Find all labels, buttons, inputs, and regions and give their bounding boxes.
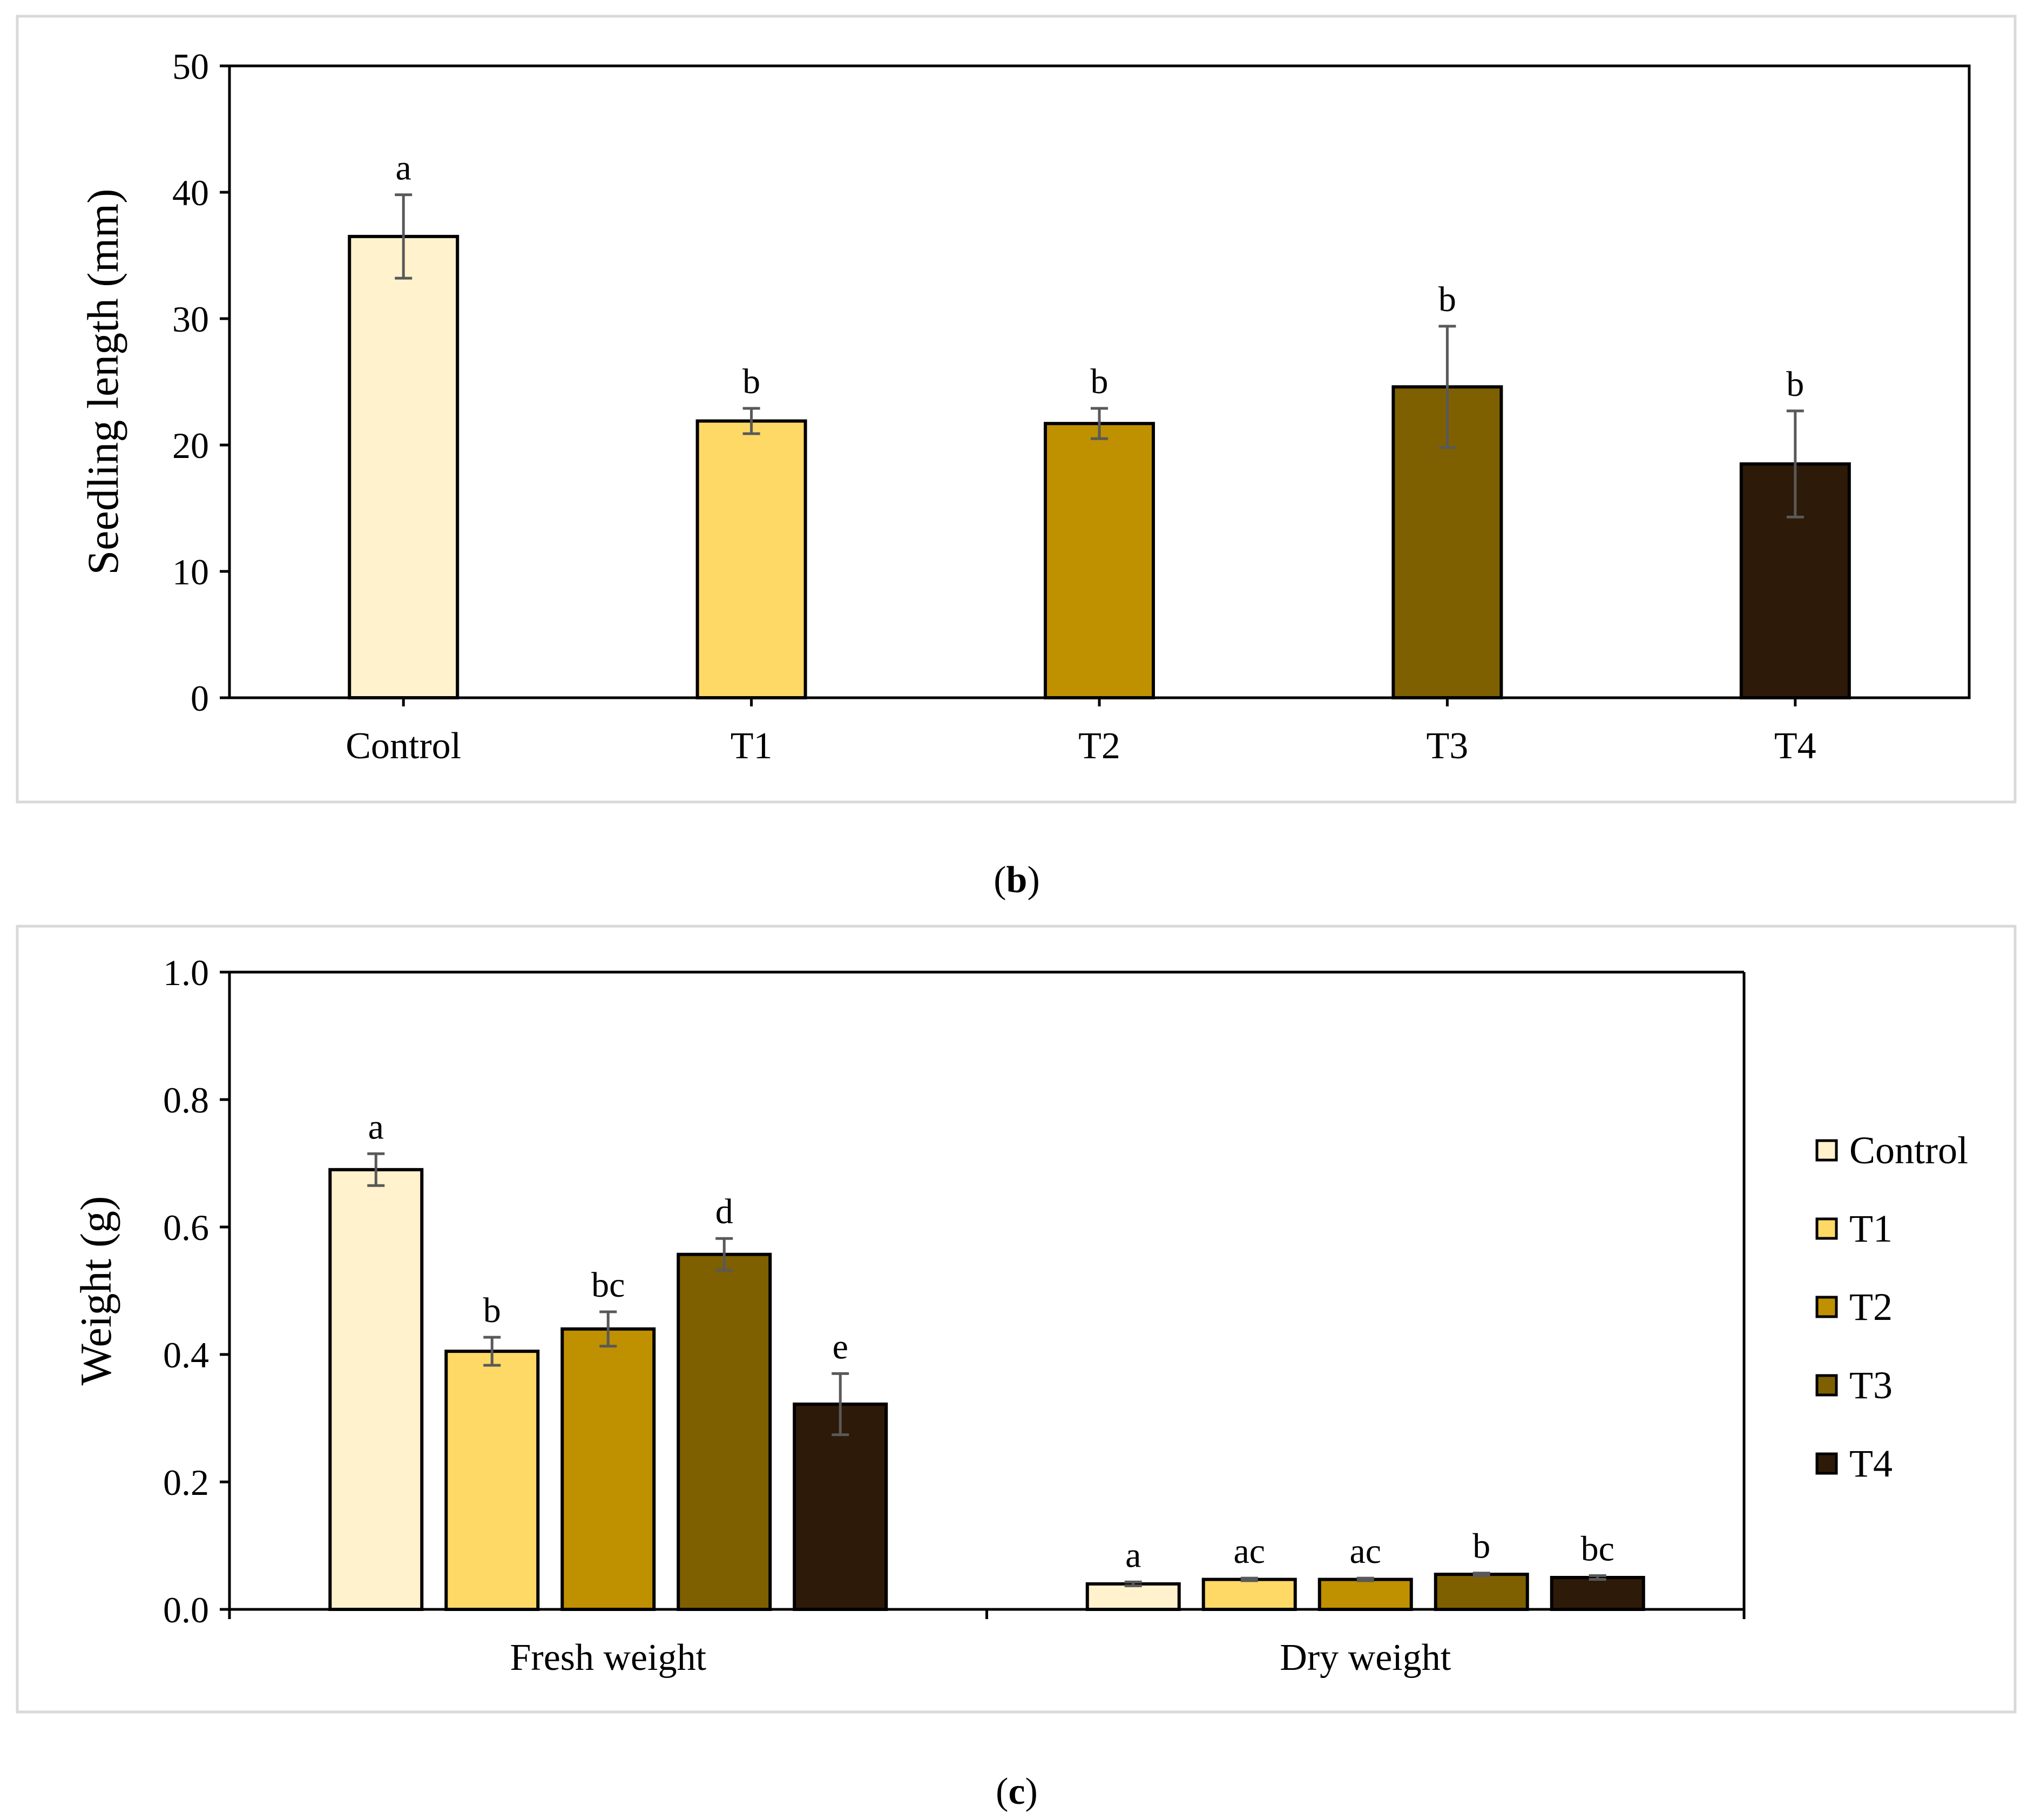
- significance-letter: a: [1125, 1535, 1141, 1575]
- panel-b-x-axis: Control T1 T2 T3 T4: [346, 698, 1816, 767]
- svg-text:(b): (b): [994, 859, 1040, 901]
- bar-t2: [560, 1327, 656, 1612]
- legend-label: Control: [1849, 1129, 1968, 1172]
- bar-control: [348, 234, 459, 699]
- legend-label: T4: [1849, 1442, 1893, 1485]
- legend-label: T2: [1849, 1285, 1893, 1329]
- y-tick-label: 30: [172, 299, 209, 340]
- bar-t3: [1434, 1573, 1529, 1612]
- y-tick-label: 50: [172, 46, 209, 87]
- bar-t1: [1201, 1578, 1297, 1612]
- panel-b-letter: b: [1006, 859, 1028, 901]
- y-tick-label: 40: [172, 172, 209, 213]
- legend-swatch-t1: [1815, 1217, 1838, 1240]
- legend-swatch-t3: [1815, 1374, 1838, 1397]
- x-tick-label: T2: [1078, 725, 1120, 767]
- significance-letter: b: [1472, 1527, 1490, 1566]
- y-tick-label: 10: [172, 551, 209, 592]
- y-tick-label: 0.0: [163, 1589, 209, 1630]
- significance-letter: d: [715, 1192, 733, 1231]
- significance-letter: b: [1091, 362, 1109, 401]
- panel-c-chart: 0.0 0.2 0.4 0.6 0.8 1.0 a b bc d e a ac ac b bc Fresh …: [16, 925, 2017, 1714]
- significance-letter: b: [742, 362, 760, 401]
- y-tick-label: 0.4: [163, 1334, 209, 1376]
- panel-c-bars: a b bc d e a ac ac b bc: [328, 1107, 1645, 1612]
- x-tick-label: T4: [1774, 725, 1816, 767]
- legend-label: T3: [1849, 1364, 1893, 1407]
- x-tick-label: T3: [1427, 725, 1469, 767]
- y-tick-label: 0.6: [163, 1207, 209, 1248]
- x-tick-label: Control: [346, 725, 461, 767]
- panel-b-caption: (b): [994, 859, 1040, 901]
- panel-b-y-axis-label: Seedling length (mm): [78, 188, 127, 575]
- bar-t4: [1550, 1576, 1645, 1611]
- y-tick-label: 1.0: [163, 952, 209, 993]
- panel-b-chart: 0 10 20 30 40 50 a b b b b Control T1 T2 T3 T4 Seedli…: [16, 15, 2017, 804]
- y-tick-label: 0.8: [163, 1080, 209, 1121]
- legend-swatch-control: [1815, 1139, 1838, 1162]
- panel-c-legend: Control T1 T2 T3 T4: [1815, 1129, 1968, 1485]
- y-tick-label: 20: [172, 425, 209, 466]
- panel-c-x-axis: Fresh weight Dry weight: [228, 1609, 1746, 1679]
- bar-t3: [677, 1252, 772, 1611]
- svg-text:(c): (c): [996, 1771, 1038, 1812]
- bar-t1: [444, 1350, 540, 1612]
- panel-c-y-axis-label: Weight (g): [71, 1196, 120, 1386]
- significance-letter: b: [1786, 365, 1804, 404]
- y-tick-label: 0.2: [163, 1462, 209, 1503]
- x-tick-label: T1: [731, 725, 773, 767]
- significance-letter: b: [1438, 280, 1456, 319]
- significance-letter: a: [396, 149, 411, 188]
- x-tick-label: Fresh weight: [510, 1637, 706, 1679]
- y-tick-label: 0: [191, 678, 209, 719]
- significance-letter: ac: [1349, 1532, 1381, 1571]
- legend-swatch-t4: [1815, 1452, 1838, 1475]
- significance-letter: a: [368, 1107, 384, 1147]
- panel-c-y-axis: 0.0 0.2 0.4 0.6 0.8 1.0: [163, 952, 229, 1630]
- bar-t2: [1317, 1578, 1413, 1612]
- panel-c-caption: (c): [996, 1771, 1038, 1812]
- bar-t2: [1044, 422, 1155, 699]
- legend-label: T1: [1849, 1207, 1893, 1250]
- significance-letter: bc: [591, 1265, 625, 1305]
- bar-t1: [695, 419, 807, 699]
- bar-control: [1085, 1582, 1181, 1612]
- significance-letter: e: [833, 1327, 848, 1366]
- significance-letter: ac: [1233, 1532, 1265, 1571]
- bar-t4: [793, 1403, 888, 1612]
- panel-c-letter: c: [1008, 1771, 1025, 1812]
- bar-control: [328, 1168, 424, 1612]
- significance-letter: bc: [1581, 1529, 1614, 1568]
- legend-swatch-t2: [1815, 1296, 1838, 1318]
- significance-letter: b: [483, 1291, 501, 1330]
- x-tick-label: Dry weight: [1280, 1637, 1451, 1679]
- panel-b-bars: a b b b b: [348, 149, 1851, 699]
- panel-b-y-axis: 0 10 20 30 40 50: [172, 46, 229, 719]
